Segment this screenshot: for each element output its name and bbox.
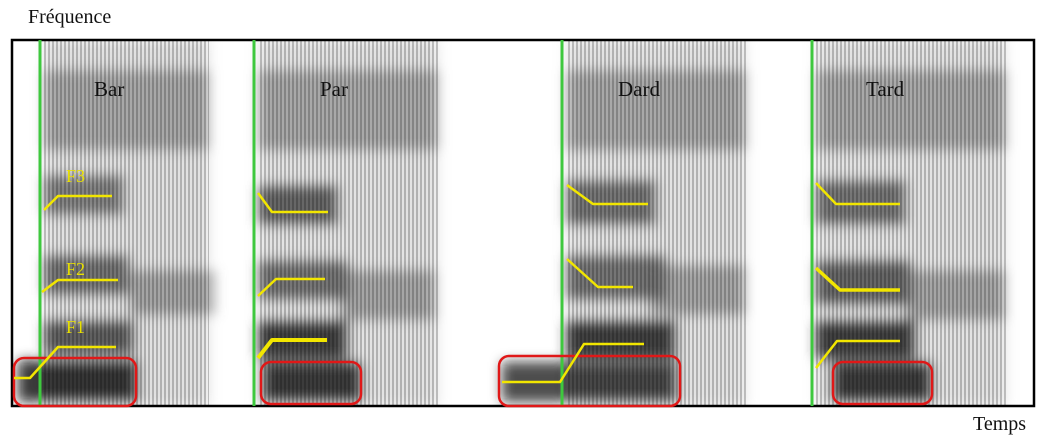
f2-track-bar <box>41 278 118 293</box>
y-axis-label: Fréquence <box>28 6 112 28</box>
striation-texture <box>44 40 1006 406</box>
word-label-bar: Bar <box>94 77 124 101</box>
f1-track-par <box>256 338 327 360</box>
f1-track-dard <box>502 342 644 384</box>
highlight-box-dard <box>497 354 682 408</box>
f2-track-tard <box>814 266 900 292</box>
formant-tracks <box>14 182 900 384</box>
word-label-par: Par <box>320 77 348 101</box>
word-label-tard: Tard <box>866 77 905 101</box>
f3-track-par <box>256 192 328 214</box>
word-labels: Bar Par Dard Tard <box>94 77 905 101</box>
f3-track-tard <box>815 182 900 206</box>
highlight-box-bar <box>12 356 138 408</box>
formant-label-f2: F2 <box>66 259 85 279</box>
f1-track-bar <box>14 345 116 380</box>
highlight-boxes <box>12 354 934 408</box>
highlight-box-par <box>259 360 363 406</box>
onset-lines <box>38 40 814 406</box>
f1-track-tard <box>815 339 900 369</box>
spectrogram-shading <box>18 40 1006 406</box>
f3-track-dard <box>566 183 648 206</box>
f2-track-par <box>257 277 325 297</box>
highlight-box-tard <box>831 360 934 406</box>
f2-track-dard <box>566 258 633 289</box>
x-axis-label: Temps <box>973 413 1027 435</box>
formant-label-f1: F1 <box>66 317 85 337</box>
word-label-dard: Dard <box>618 77 660 101</box>
formant-labels: F3 F2 F1 <box>66 166 85 337</box>
formant-label-f3: F3 <box>66 166 85 186</box>
f3-track-bar <box>43 194 112 211</box>
